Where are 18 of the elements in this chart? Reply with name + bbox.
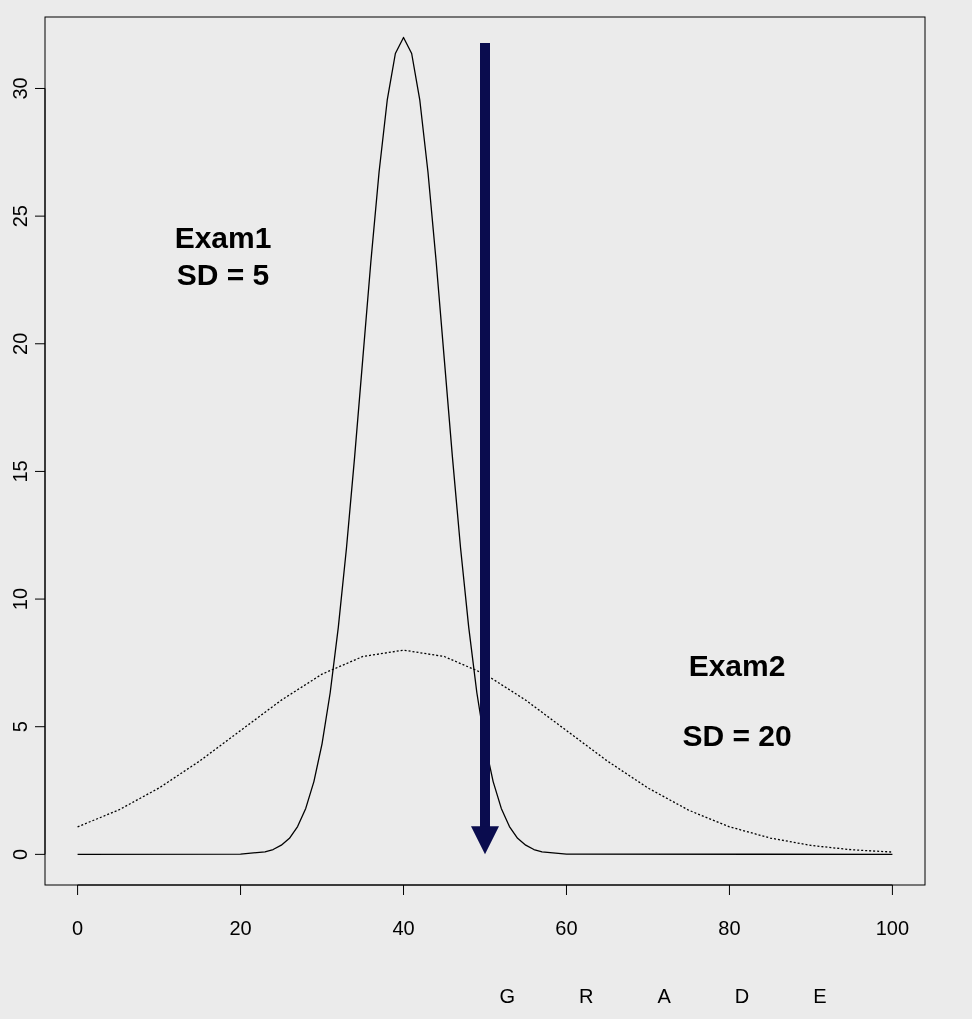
y-tick-label: 10 bbox=[9, 587, 31, 611]
x-tick-label: 0 bbox=[72, 917, 84, 939]
y-tick-label: 15 bbox=[9, 460, 31, 483]
x-tick-label: 100 bbox=[875, 917, 910, 939]
x-axis-title: GRADE bbox=[499, 985, 891, 1007]
x-tick-label: 20 bbox=[229, 917, 252, 939]
y-tick-label: 0 bbox=[9, 848, 31, 860]
annotation: Exam1 bbox=[174, 220, 272, 254]
annotation: Exam2 bbox=[688, 648, 786, 682]
y-tick-label: 20 bbox=[9, 332, 31, 355]
y-tick-label: 5 bbox=[9, 721, 31, 733]
x-tick-label: 80 bbox=[718, 917, 741, 939]
x-tick-label: 60 bbox=[555, 917, 578, 939]
y-tick-label: 25 bbox=[9, 205, 31, 228]
annotation: SD = 5 bbox=[176, 257, 270, 291]
annotation: SD = 20 bbox=[682, 718, 792, 752]
y-tick-label: 30 bbox=[9, 77, 31, 100]
x-tick-label: 40 bbox=[392, 917, 415, 939]
